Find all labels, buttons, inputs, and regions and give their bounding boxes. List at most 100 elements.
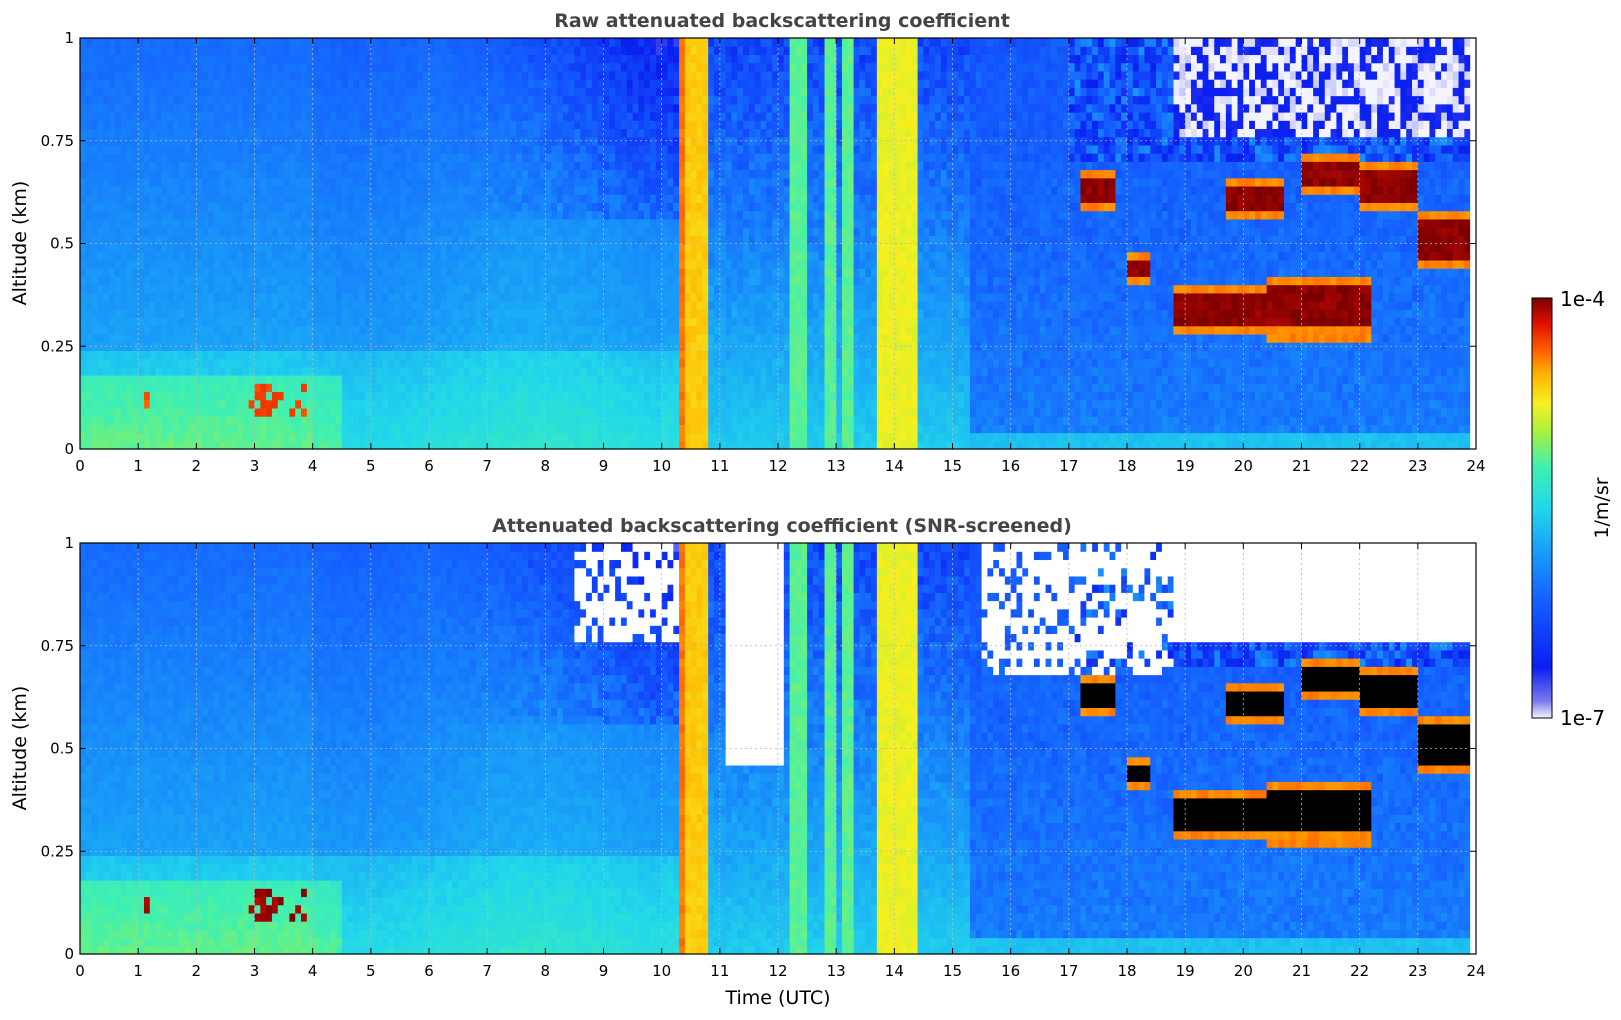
heatmap-cell <box>103 358 110 368</box>
heatmap-cell <box>446 169 453 179</box>
heatmap-cell <box>591 358 599 368</box>
heatmap-cell <box>370 292 378 302</box>
heatmap-cell <box>469 70 477 80</box>
heatmap-cell <box>225 210 232 220</box>
heatmap-cell <box>655 153 663 162</box>
heatmap-cell <box>132 128 139 138</box>
heatmap-cell <box>213 194 221 203</box>
heatmap-cell <box>399 38 407 47</box>
heatmap-cell <box>539 54 546 64</box>
heatmap-cell <box>405 38 413 47</box>
heatmap-cell <box>283 161 290 171</box>
heatmap-cell <box>365 309 372 319</box>
heatmap-cell <box>213 70 221 80</box>
heatmap-cell <box>562 185 570 195</box>
heatmap-cell <box>481 218 488 228</box>
heatmap-cell <box>452 54 459 64</box>
heatmap-cell <box>184 210 192 220</box>
heatmap-cell <box>376 46 384 56</box>
heatmap-cell <box>295 350 302 360</box>
heatmap-cell <box>190 383 197 393</box>
heatmap-cell <box>446 177 453 187</box>
heatmap-cell <box>568 128 576 138</box>
heatmap-cell <box>80 62 87 72</box>
heatmap-cell <box>522 144 529 154</box>
heatmap-cell <box>615 333 622 343</box>
heatmap-cell <box>586 235 593 245</box>
heatmap-cell <box>626 38 634 47</box>
heatmap-cell <box>568 218 576 228</box>
heatmap-cell <box>283 251 290 261</box>
heatmap-cell <box>295 366 302 376</box>
heatmap-cell <box>266 62 273 72</box>
heatmap-cell <box>591 350 599 360</box>
heatmap-cell <box>382 62 389 72</box>
heatmap-cell <box>556 292 564 302</box>
heatmap-cell <box>650 268 657 277</box>
heatmap-cell <box>132 95 139 105</box>
heatmap-cell <box>492 375 500 384</box>
heatmap-cell <box>429 391 436 401</box>
heatmap-cell <box>498 103 506 113</box>
heatmap-cell <box>638 383 645 393</box>
heatmap-cell <box>527 79 535 88</box>
heatmap-cell <box>463 46 471 56</box>
heatmap-cell <box>475 399 482 409</box>
heatmap-cell <box>620 292 628 302</box>
heatmap-cell <box>551 292 558 302</box>
heatmap-cell <box>492 70 500 80</box>
heatmap-cell <box>580 136 587 146</box>
heatmap-cell <box>597 95 605 105</box>
heatmap-cell <box>586 111 593 121</box>
heatmap-cell <box>492 317 500 327</box>
heatmap-cell <box>330 432 337 442</box>
heatmap-cell <box>487 210 494 220</box>
heatmap-cell <box>97 103 104 113</box>
heatmap-cell <box>365 202 372 212</box>
heatmap-cell <box>481 301 488 310</box>
heatmap-cell <box>312 87 320 97</box>
heatmap-cell <box>295 301 302 310</box>
heatmap-cell <box>411 284 418 294</box>
heatmap-cell <box>237 424 244 434</box>
heatmap-cell <box>632 70 639 80</box>
heatmap-cell <box>411 54 418 64</box>
heatmap-cell <box>335 350 343 360</box>
heatmap-cell <box>167 284 174 294</box>
heatmap-cell <box>202 251 209 261</box>
heatmap-cell <box>603 210 610 220</box>
heatmap-cell <box>492 218 500 228</box>
heatmap-cell <box>551 46 558 56</box>
heatmap-cell <box>458 120 465 130</box>
heatmap-cell <box>650 177 657 187</box>
heatmap-cell <box>492 153 500 162</box>
heatmap-cell <box>591 366 599 376</box>
heatmap-cell <box>283 292 290 302</box>
heatmap-cell <box>335 202 343 212</box>
heatmap-cell <box>463 342 471 351</box>
heatmap-cell <box>190 399 197 409</box>
heatmap-cell <box>260 268 267 277</box>
heatmap-cell <box>103 391 110 401</box>
heatmap-cell <box>149 120 157 130</box>
heatmap-cell <box>335 218 343 228</box>
heatmap-cell <box>120 407 128 417</box>
heatmap-cell <box>167 177 174 187</box>
heatmap-cell <box>242 276 250 286</box>
heatmap-cell <box>85 235 93 245</box>
heatmap-cell <box>568 366 576 376</box>
heatmap-cell <box>638 210 645 220</box>
heatmap-cell <box>91 251 99 261</box>
heatmap-cell <box>237 309 244 319</box>
heatmap-cell <box>335 358 343 368</box>
heatmap-cell <box>295 38 302 47</box>
heatmap-cell <box>388 416 395 425</box>
heatmap-cell <box>574 383 581 393</box>
heatmap-cell <box>254 301 261 310</box>
heatmap-cell <box>260 301 267 310</box>
heatmap-cell <box>545 62 552 72</box>
heatmap-cell <box>306 383 314 393</box>
heatmap-cell <box>591 317 599 327</box>
heatmap-cell <box>475 38 482 47</box>
heatmap-cell <box>271 424 279 434</box>
